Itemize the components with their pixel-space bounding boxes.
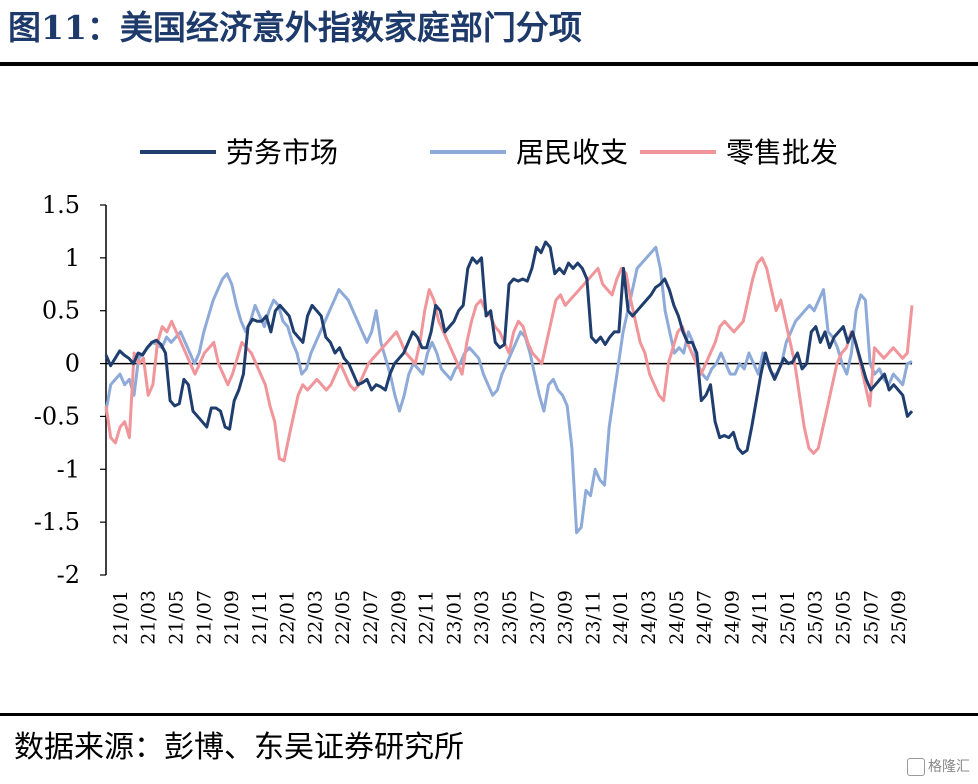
x-tick-label: 25/07 bbox=[860, 590, 882, 645]
x-tick-label: 24/03 bbox=[638, 590, 660, 645]
x-tick-label: 21/09 bbox=[221, 590, 243, 645]
watermark-text: 格隆汇 bbox=[928, 759, 970, 775]
y-tick-label: 1.5 bbox=[42, 191, 80, 219]
x-tick-label: 23/07 bbox=[527, 590, 549, 645]
figure-title: 图11：美国经济意外指数家庭部门分项 bbox=[8, 8, 582, 47]
x-tick-label: 22/03 bbox=[304, 590, 326, 645]
x-tick-label: 22/01 bbox=[277, 590, 299, 645]
x-tick-label: 21/01 bbox=[110, 590, 132, 645]
x-tick-label: 24/11 bbox=[749, 590, 771, 645]
legend-label-3: 零售批发 bbox=[726, 136, 838, 169]
x-tick-label: 25/05 bbox=[833, 590, 855, 645]
series-line-1 bbox=[104, 240, 914, 455]
x-tick-label: 21/11 bbox=[249, 590, 271, 645]
y-tick-label: -1 bbox=[57, 455, 80, 483]
chart: 劳务市场 居民收支 零售批发 1.510.50-0.5-1-1.5-2 21/01 2… bbox=[34, 136, 914, 645]
y-tick-label: 1 bbox=[65, 244, 80, 272]
y-tick-label: -2 bbox=[57, 561, 80, 589]
legend-label-1: 劳务市场 bbox=[226, 136, 338, 169]
x-tick-label: 22/11 bbox=[416, 590, 438, 645]
watermark: 格隆汇 bbox=[900, 756, 970, 778]
x-tick-label: 23/03 bbox=[471, 590, 493, 645]
x-tick-label: 23/09 bbox=[555, 590, 577, 645]
x-tick-label: 25/09 bbox=[888, 590, 910, 645]
bottom-rule bbox=[0, 713, 978, 716]
watermark-logo-icon bbox=[907, 758, 925, 776]
x-tick-label: 25/03 bbox=[805, 590, 827, 645]
series-line-3 bbox=[104, 256, 914, 463]
x-tick-label: 23/01 bbox=[443, 590, 465, 645]
legend: 劳务市场 居民收支 零售批发 bbox=[140, 136, 838, 169]
y-axis: 1.5 1 0.5 0 -0.5 -1 -1.5 -2 bbox=[34, 191, 107, 589]
series-lines bbox=[104, 240, 914, 535]
x-tick-label: 21/05 bbox=[165, 590, 187, 645]
source-note: 数据来源：彭博、东吴证券研究所 bbox=[14, 730, 464, 765]
y-tick-label: -0.5 bbox=[34, 402, 80, 430]
y-tick-label: -1.5 bbox=[34, 508, 80, 536]
x-tick-label: 23/05 bbox=[499, 590, 521, 645]
x-tick-label: 24/01 bbox=[610, 590, 632, 645]
x-tick-label: 21/03 bbox=[138, 590, 160, 645]
x-tick-label: 22/09 bbox=[388, 590, 410, 645]
x-tick-label: 22/07 bbox=[360, 590, 382, 645]
x-tick-label: 24/09 bbox=[721, 590, 743, 645]
y-tick-label: 0 bbox=[65, 350, 80, 378]
x-tick-label: 22/05 bbox=[332, 590, 354, 645]
x-tick-label: 24/07 bbox=[694, 590, 716, 645]
x-tick-label: 25/01 bbox=[777, 590, 799, 645]
x-axis: 21/01 21/03 21/05 21/07 21/09 21/11 22/01 22/03… bbox=[106, 362, 912, 645]
x-tick-label: 21/07 bbox=[193, 590, 215, 645]
top-rule bbox=[0, 62, 978, 66]
y-tick-label: 0.5 bbox=[42, 297, 80, 325]
x-tick-label: 24/05 bbox=[666, 590, 688, 645]
x-tick-label: 23/11 bbox=[582, 590, 604, 645]
legend-label-2: 居民收支 bbox=[516, 136, 628, 169]
